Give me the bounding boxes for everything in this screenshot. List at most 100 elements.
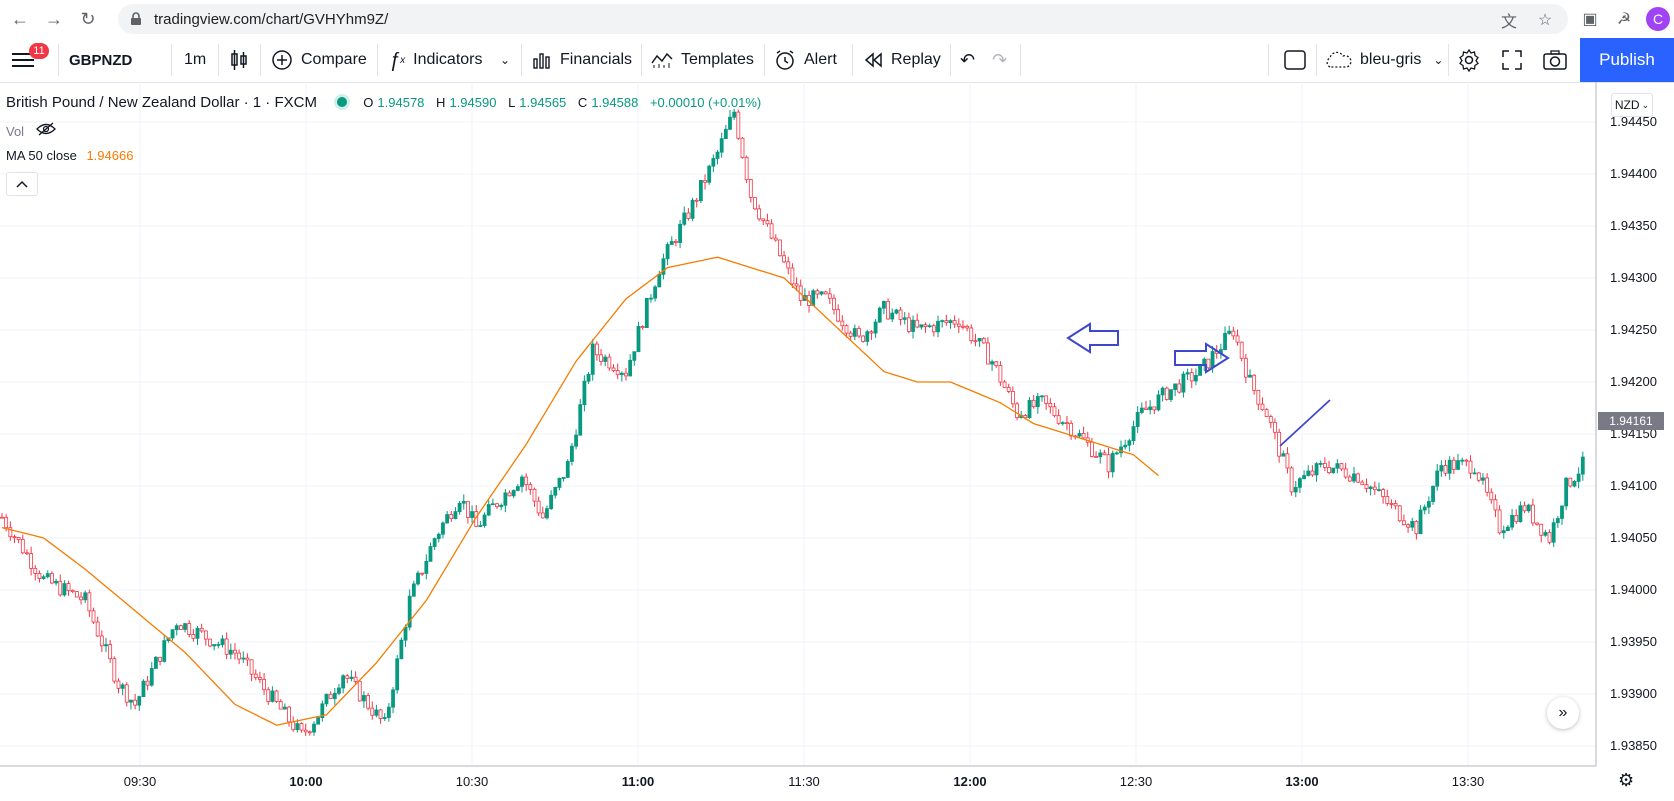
reload-icon[interactable]: ↻ [80, 8, 96, 29]
trend-line-drawing[interactable] [1279, 399, 1331, 447]
price-tick-label: 1.94200 [1610, 374, 1657, 389]
candle-body [1060, 422, 1065, 425]
arrow-right-drawing[interactable] [1174, 342, 1230, 374]
candle-body [262, 679, 266, 691]
candle-body [632, 351, 637, 361]
candle-body [145, 680, 150, 686]
candle-body [1098, 452, 1103, 458]
candle-body [8, 527, 13, 538]
candle-body [1131, 426, 1136, 442]
candle-body [307, 731, 312, 734]
chart-style-button[interactable] [230, 38, 248, 82]
candle-body [1256, 389, 1261, 405]
puzzle-icon[interactable]: ☭ [1616, 11, 1632, 28]
candle-body [561, 477, 566, 479]
layout-select-button[interactable] [1284, 38, 1306, 82]
candle-body [898, 309, 903, 320]
candle-body [1277, 431, 1282, 457]
extension-icon[interactable]: ▣ [1582, 11, 1598, 28]
financials-button[interactable]: Financials [532, 38, 632, 82]
candle-body [532, 488, 537, 502]
eye-off-icon[interactable] [35, 122, 56, 139]
symbol-title[interactable]: British Pound / New Zealand Dollar · 1 ·… [6, 94, 317, 111]
candle-body [20, 539, 25, 554]
candle-body [1139, 407, 1144, 413]
candle-body [158, 656, 162, 662]
candle-body [528, 484, 533, 490]
candle-body [495, 503, 499, 507]
settings-gear-icon[interactable]: ⚙ [1618, 770, 1635, 790]
candle-body [407, 595, 412, 628]
replay-button[interactable]: Replay [863, 38, 941, 82]
candle-body [1077, 433, 1082, 437]
candle-body [1530, 504, 1535, 524]
forward-icon[interactable]: → [45, 8, 63, 29]
layout-name-button[interactable]: bleu-gris ⌄ [1324, 38, 1443, 82]
time-tick-label: 11:30 [788, 774, 820, 789]
undo-icon[interactable]: ↶ [960, 49, 976, 70]
ma-legend[interactable]: MA 50 close 1.94666 [6, 148, 134, 163]
collapse-legend-button[interactable] [6, 172, 38, 196]
candle-body [715, 151, 720, 159]
candle-body [1056, 415, 1061, 424]
candle-body [258, 677, 262, 680]
price-tick-label: 1.94250 [1610, 322, 1657, 337]
indicators-dropdown[interactable]: ⌄ [500, 38, 510, 82]
templates-button[interactable]: Templates [651, 38, 754, 82]
candle-body [1227, 330, 1232, 334]
profile-avatar[interactable]: C [1646, 7, 1670, 31]
symbol-search[interactable]: GBPNZD [69, 51, 133, 69]
arrow-left-drawing[interactable] [1066, 322, 1119, 354]
candle-body [1318, 463, 1323, 465]
snapshot-button[interactable] [1543, 38, 1567, 82]
candle-body [1264, 409, 1269, 418]
candle-body [366, 695, 370, 709]
candle-body [1127, 440, 1132, 446]
candle-body [782, 255, 786, 263]
address-bar[interactable]: tradingview.com/chart/GVHYhm9Z/ 文 ☆ [118, 4, 1568, 34]
star-icon[interactable]: ☆ [1537, 12, 1553, 29]
candle-body [1260, 403, 1265, 411]
volume-legend[interactable]: Vol [6, 122, 56, 139]
candle-body [1443, 465, 1448, 474]
settings-button[interactable] [1457, 38, 1481, 82]
candle-body [120, 684, 125, 689]
candle-body [998, 365, 1003, 383]
fullscreen-button[interactable] [1502, 38, 1522, 82]
candle-body [386, 706, 391, 718]
candle-body [778, 239, 782, 257]
candle-body [682, 212, 687, 225]
back-icon[interactable]: ← [11, 8, 29, 29]
candle-body [919, 324, 924, 328]
candle-body [253, 673, 258, 678]
candle-body [906, 317, 911, 332]
compare-button[interactable]: Compare [271, 38, 367, 82]
candle-body [1306, 470, 1311, 476]
candle-body [29, 553, 34, 569]
alert-button[interactable]: Alert [774, 38, 837, 82]
candle-body [1497, 509, 1502, 534]
currency-button[interactable]: NZD ⌄ [1611, 93, 1653, 117]
square-icon [1284, 50, 1306, 70]
menu-button[interactable] [12, 38, 34, 82]
candle-body [79, 596, 83, 601]
price-chart[interactable] [0, 82, 1674, 801]
interval-button[interactable]: 1m [184, 51, 207, 68]
candle-body [345, 675, 350, 679]
scroll-to-realtime-button[interactable]: » [1547, 697, 1579, 729]
double-chevron-right-icon: » [1558, 704, 1568, 721]
hamburger-icon [12, 53, 34, 67]
candle-body [1298, 478, 1302, 488]
candle-body [1281, 453, 1286, 457]
camera-icon [1543, 50, 1567, 70]
candle-body [536, 500, 541, 514]
publish-button[interactable]: Publish [1580, 38, 1674, 82]
candle-body [1148, 406, 1153, 410]
time-tick-label: 12:30 [1119, 774, 1153, 789]
time-tick-label: 13:00 [1285, 774, 1319, 789]
candle-body [819, 291, 824, 295]
candle-body [1551, 522, 1556, 543]
translate-icon[interactable]: 文 [1500, 14, 1517, 31]
redo-icon[interactable]: ↷ [992, 49, 1008, 70]
